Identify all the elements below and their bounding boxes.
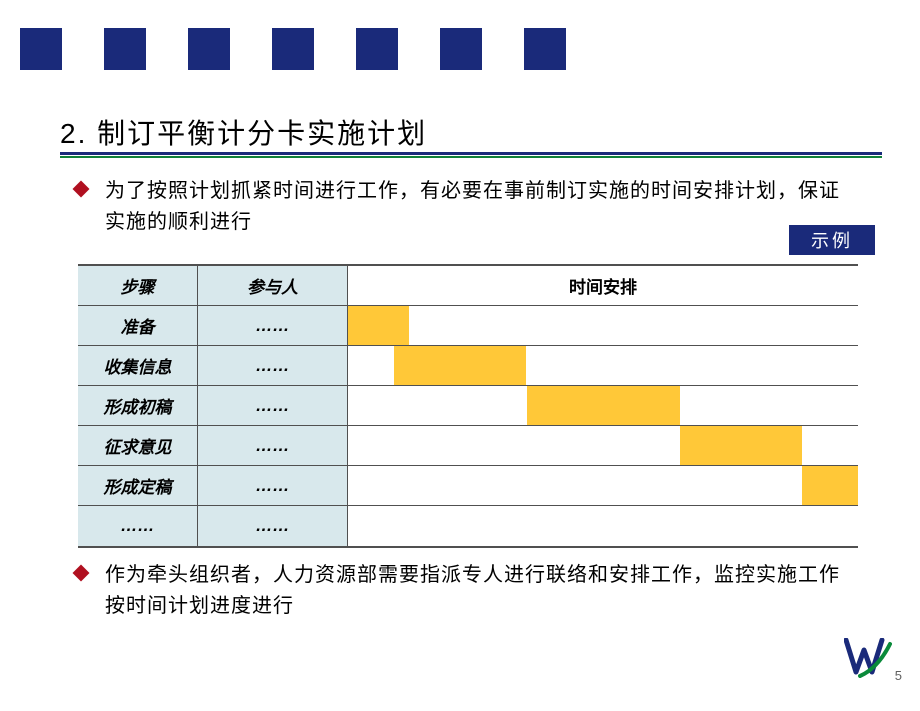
gantt-cell-step: 征求意见 (78, 426, 198, 465)
bullet-1-text: 为了按照计划抓紧时间进行工作，有必要在事前制订实施的时间安排计划，保证实施的顺利… (105, 176, 860, 238)
gantt-cell-step: …… (78, 506, 198, 546)
bullet-2-text: 作为牵头组织者，人力资源部需要指派专人进行联络和安排工作，监控实施工作按时间计划… (105, 560, 860, 622)
diamond-icon (73, 181, 90, 198)
gantt-cell-people: …… (198, 466, 348, 505)
gantt-cell-people: …… (198, 506, 348, 546)
gantt-header-time: 时间安排 (348, 266, 858, 305)
gantt-bar (394, 346, 527, 385)
gantt-row: 形成定稿…… (78, 466, 858, 506)
slide: 2. 制订平衡计分卡实施计划 为了按照计划抓紧时间进行工作，有必要在事前制订实施… (0, 0, 920, 711)
underline-navy (60, 152, 882, 155)
gantt-cell-people: …… (198, 426, 348, 465)
gantt-cell-time (348, 426, 858, 465)
gantt-cell-time (348, 466, 858, 505)
gantt-header-step: 步骤 (78, 266, 198, 305)
gantt-bar (527, 386, 680, 425)
diamond-icon (73, 565, 90, 582)
decorative-square (440, 28, 482, 70)
gantt-cell-step: 准备 (78, 306, 198, 345)
gantt-header-people: 参与人 (198, 266, 348, 305)
gantt-row: 形成初稿…… (78, 386, 858, 426)
decorative-top-squares (20, 28, 566, 70)
gantt-cell-step: 形成定稿 (78, 466, 198, 505)
title-row: 2. 制订平衡计分卡实施计划 (60, 112, 860, 152)
decorative-square (104, 28, 146, 70)
gantt-header-row: 步骤 参与人 时间安排 (78, 266, 858, 306)
gantt-cell-step: 形成初稿 (78, 386, 198, 425)
gantt-cell-people: …… (198, 346, 348, 385)
underline-green (60, 156, 882, 158)
logo-icon (844, 638, 892, 683)
example-tag-label: 示例 (811, 227, 853, 253)
gantt-bar (680, 426, 802, 465)
gantt-bar (802, 466, 858, 505)
gantt-cell-time (348, 346, 858, 385)
title-underline (60, 152, 882, 158)
example-tag: 示例 (789, 225, 875, 255)
gantt-bar (348, 306, 409, 345)
slide-title: 2. 制订平衡计分卡实施计划 (60, 112, 860, 152)
gantt-cell-time (348, 306, 858, 345)
bullet-2: 作为牵头组织者，人力资源部需要指派专人进行联络和安排工作，监控实施工作按时间计划… (75, 560, 860, 622)
gantt-cell-step: 收集信息 (78, 346, 198, 385)
bullet-1: 为了按照计划抓紧时间进行工作，有必要在事前制订实施的时间安排计划，保证实施的顺利… (75, 176, 860, 238)
gantt-cell-time (348, 506, 858, 546)
decorative-square (524, 28, 566, 70)
gantt-chart: 步骤 参与人 时间安排 准备……收集信息……形成初稿……征求意见……形成定稿……… (78, 264, 858, 548)
decorative-square (20, 28, 62, 70)
gantt-row: 收集信息…… (78, 346, 858, 386)
gantt-cell-time (348, 386, 858, 425)
gantt-row: 征求意见…… (78, 426, 858, 466)
gantt-cell-people: …… (198, 306, 348, 345)
page-number: 5 (895, 668, 902, 683)
gantt-row: 准备…… (78, 306, 858, 346)
gantt-cell-people: …… (198, 386, 348, 425)
gantt-row: ………… (78, 506, 858, 546)
decorative-square (272, 28, 314, 70)
decorative-square (188, 28, 230, 70)
gantt-header-time-label: 时间安排 (348, 266, 858, 305)
decorative-square (356, 28, 398, 70)
